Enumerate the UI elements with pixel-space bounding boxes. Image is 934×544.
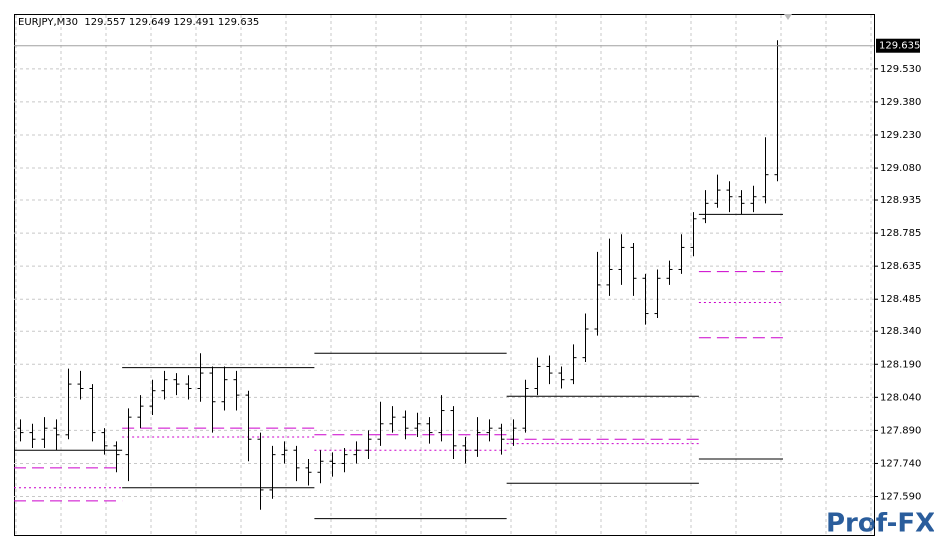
ohlc-bar <box>750 185 757 213</box>
ohlc-bar <box>29 423 36 449</box>
ohlc-bar <box>666 260 673 285</box>
ohlc-bar <box>630 243 637 296</box>
ohlc-bar <box>690 212 697 257</box>
ohlc-bar <box>474 417 481 457</box>
y-tick-label: 129.530 <box>880 64 921 75</box>
ohlc-bar <box>702 190 709 224</box>
y-tick-label: 128.040 <box>880 392 921 403</box>
ohlc-bar <box>149 379 156 415</box>
ohlc-bar <box>65 368 72 440</box>
ohlc-bar <box>426 417 433 444</box>
ohlc-bar <box>738 190 745 215</box>
ohlc-bar <box>245 390 252 462</box>
ohlc-bar <box>305 459 312 486</box>
ohlc-bar <box>534 357 541 396</box>
ohlc-bar <box>414 412 421 438</box>
ohlc-bar <box>678 234 685 274</box>
ohlc-bar <box>402 410 409 440</box>
y-tick-label: 127.740 <box>880 458 921 469</box>
ohlc-bar <box>317 450 324 484</box>
ohlc-bar <box>89 384 96 442</box>
last-price-box <box>876 38 920 53</box>
ohlc-bar <box>594 251 601 336</box>
last-price-label: 129.635 <box>879 41 920 52</box>
y-tick-label: 129.380 <box>880 97 921 108</box>
ohlc-bar <box>389 406 396 433</box>
ohlc-bar <box>77 370 84 400</box>
ohlc-bar <box>486 419 493 442</box>
y-tick-label: 127.590 <box>880 492 921 503</box>
ohlc-bar <box>281 441 288 464</box>
ohlc-bar <box>438 395 445 442</box>
y-tick-label: 128.485 <box>880 294 921 305</box>
shift-marker <box>784 14 792 20</box>
ohlc-bar <box>101 428 108 455</box>
ohlc-bar <box>257 432 264 510</box>
y-tick-label: 128.635 <box>880 261 921 272</box>
y-tick-label: 128.340 <box>880 326 921 337</box>
y-tick-label: 128.190 <box>880 359 921 370</box>
ohlc-bar <box>293 445 300 482</box>
watermark: Prof-FX <box>826 509 934 539</box>
ohlc-bar <box>642 273 649 325</box>
ohlc-bar <box>161 370 168 400</box>
ohlc-bar <box>197 353 204 402</box>
chart-title: EURJPY,M30 129.557 129.649 129.491 129.6… <box>18 17 259 28</box>
ohlc-bar <box>41 417 48 449</box>
y-tick-label: 127.890 <box>880 425 921 436</box>
ohlc-bar <box>498 423 505 455</box>
ohlc-bar <box>570 344 577 385</box>
ohlc-bar <box>53 419 60 451</box>
ohlc-bar <box>510 419 517 446</box>
ohlc-bar <box>558 366 565 389</box>
ohlc-bar <box>714 174 721 208</box>
ohlc-bar <box>582 313 589 363</box>
plot-frame <box>14 14 875 536</box>
ohlc-bar <box>209 366 216 433</box>
ohlc-bar <box>450 406 457 460</box>
ohlc-bar <box>353 441 360 464</box>
ohlc-bar <box>462 437 469 464</box>
ohlc-bar <box>654 269 661 318</box>
y-tick-label: 129.080 <box>880 163 921 174</box>
ohlc-bar <box>17 419 24 442</box>
ohlc-bar <box>546 355 553 385</box>
ohlc-bar <box>113 441 120 473</box>
ohlc-bar <box>606 238 613 296</box>
ohlc-bar <box>221 366 228 411</box>
ohlc-bar <box>125 408 132 482</box>
ohlc-bar <box>173 373 180 396</box>
ohlc-bar <box>269 445 276 499</box>
ohlc-bar <box>377 401 384 446</box>
ohlc-bar <box>233 370 240 411</box>
ohlc-bar <box>618 234 625 285</box>
ohlc-bar <box>762 137 769 204</box>
ohlc-bar <box>137 395 144 429</box>
ohlc-bar <box>329 452 336 477</box>
y-tick-label: 128.935 <box>880 195 921 206</box>
y-tick-label: 128.785 <box>880 228 921 239</box>
y-tick-label: 129.230 <box>880 130 921 141</box>
ohlc-bar <box>341 448 348 473</box>
ohlc-bar <box>726 181 733 213</box>
ohlc-bar <box>365 430 372 460</box>
ohlc-bar <box>522 379 529 433</box>
ohlc-bar <box>185 375 192 400</box>
